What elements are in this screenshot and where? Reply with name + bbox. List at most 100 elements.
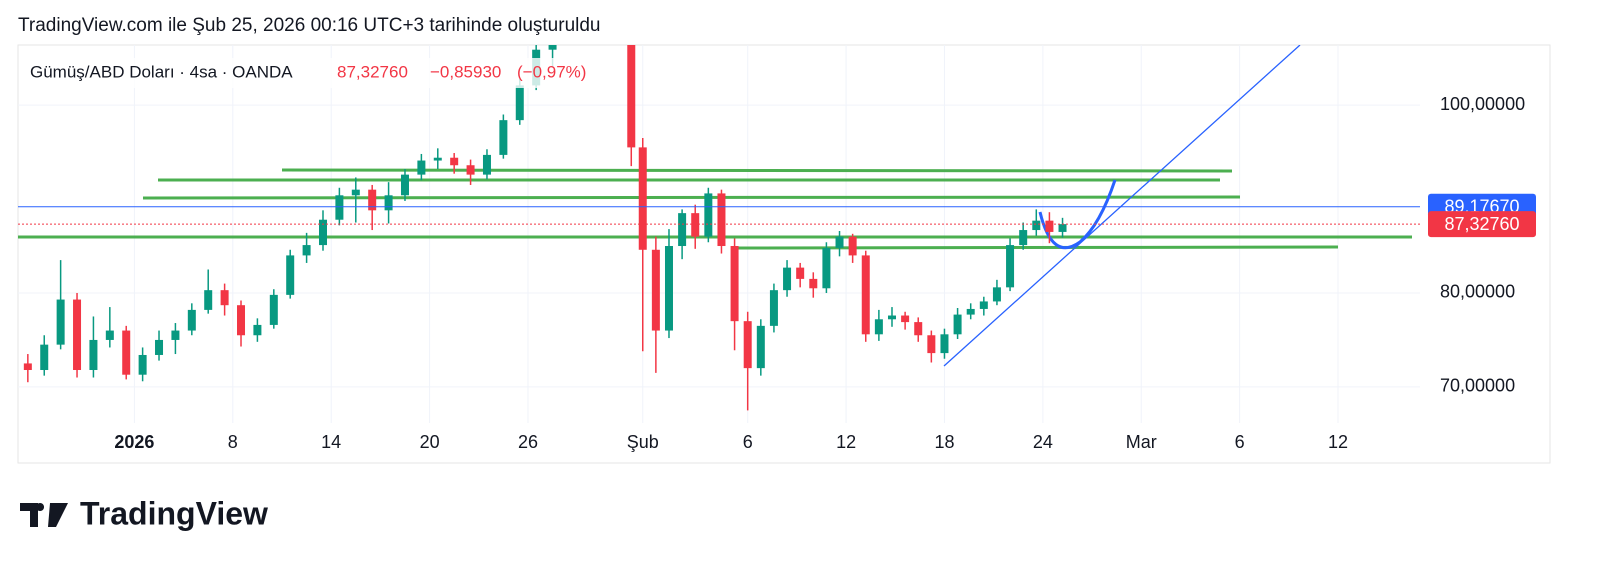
candle-body	[400, 174, 409, 196]
candle-body	[302, 245, 311, 256]
plot	[18, 0, 1412, 411]
x-tick-label: Şub	[627, 432, 659, 452]
candle-body	[138, 354, 147, 375]
x-tick-label: 20	[420, 432, 440, 452]
candle-body	[1032, 220, 1041, 231]
candle-body	[515, 85, 524, 121]
candle-body	[651, 249, 660, 331]
x-tick-label: 18	[934, 432, 954, 452]
x-tick-label: 24	[1033, 432, 1053, 452]
candle-body	[979, 301, 988, 309]
x-tick-label: 12	[836, 432, 856, 452]
candle-body	[40, 344, 49, 371]
level-line	[281, 168, 1233, 173]
x-tick-label: 14	[321, 432, 341, 452]
trend-line	[943, 45, 1301, 367]
logo-text: TradingView	[80, 495, 268, 531]
change: −0,85930	[430, 62, 501, 81]
candle-body	[286, 255, 295, 295]
candle-body	[204, 290, 213, 310]
candle-body	[1045, 220, 1054, 232]
last-price: 87,32760	[337, 62, 408, 81]
candle-body	[678, 213, 687, 247]
candle-body	[89, 339, 98, 371]
candle-body	[155, 339, 164, 355]
candle-body	[56, 299, 65, 345]
candle-body	[433, 157, 442, 161]
candle-body	[318, 219, 327, 246]
price-label: 87,32760	[1444, 214, 1519, 234]
candle-body	[105, 330, 114, 340]
candle-body	[638, 147, 647, 250]
candle-body	[614, 0, 622, 11]
candle-body	[335, 195, 344, 220]
candle-body	[73, 299, 82, 371]
candle-body	[927, 335, 936, 354]
x-tick-label: 8	[228, 432, 238, 452]
candle-body	[122, 330, 131, 375]
candle-body	[450, 157, 459, 166]
drawings	[18, 168, 1412, 250]
price-label-box	[1428, 211, 1536, 238]
candle-body	[704, 193, 713, 237]
candle-body	[822, 247, 831, 289]
x-tick-label: 6	[743, 432, 753, 452]
x-tick-label: 12	[1328, 432, 1348, 452]
x-tick-label: 6	[1235, 432, 1245, 452]
candle-body	[627, 45, 636, 148]
candle-body	[664, 246, 673, 331]
candle-body	[482, 154, 491, 175]
candle-body	[730, 246, 739, 322]
candle-body	[861, 255, 870, 335]
candle-body	[901, 315, 910, 323]
candle-body	[351, 189, 360, 196]
chart-frame	[17, 44, 1551, 464]
logo-icon	[20, 503, 68, 527]
candle-body	[384, 195, 393, 211]
candle-body	[940, 334, 949, 354]
y-tick-label: 70,00000	[1440, 376, 1515, 396]
caption: TradingView.com ile Şub 25, 2026 00:16 U…	[18, 15, 601, 36]
legend-bg	[22, 58, 602, 88]
x-tick-label: 26	[518, 432, 538, 452]
candle-body	[756, 325, 765, 369]
candle-body	[848, 236, 857, 256]
candle-body	[417, 160, 426, 175]
change-pct: (−0,97%)	[517, 62, 586, 81]
candle-body	[743, 321, 752, 369]
candle-body	[796, 267, 805, 279]
level-line	[142, 195, 1241, 200]
level-line	[734, 245, 1339, 250]
candle-body	[253, 324, 262, 336]
logo: TradingView	[20, 495, 268, 531]
candle-body	[368, 189, 377, 211]
candle-body	[23, 363, 32, 371]
candle-body	[269, 294, 278, 325]
candle-body	[769, 290, 778, 326]
y-tick-label: 80,00000	[1440, 282, 1515, 302]
projection-curve	[1038, 179, 1117, 250]
candle-body	[1019, 230, 1028, 246]
candle-body	[691, 213, 700, 237]
candle-body	[783, 267, 792, 291]
candle-body	[874, 319, 883, 335]
candle-body	[953, 314, 962, 335]
candle-body	[914, 322, 923, 336]
candle-body	[220, 290, 229, 306]
candle-body	[966, 308, 975, 315]
y-tick-label: 100,00000	[1440, 94, 1525, 114]
candle-body	[992, 287, 1001, 302]
candle-body	[499, 120, 508, 155]
candle-body	[187, 309, 196, 331]
candle-body	[809, 278, 818, 289]
grid	[18, 45, 1420, 423]
candle-body	[1058, 224, 1067, 232]
x-tick-label: 2026	[114, 432, 154, 452]
legend: Gümüş/ABD Doları · 4sa · OANDA 87,32760 …	[22, 58, 602, 88]
candle-body	[1006, 245, 1015, 288]
candle-body	[171, 330, 180, 340]
candle-body	[887, 315, 896, 320]
symbol: Gümüş/ABD Doları · 4sa · OANDA	[30, 62, 293, 81]
